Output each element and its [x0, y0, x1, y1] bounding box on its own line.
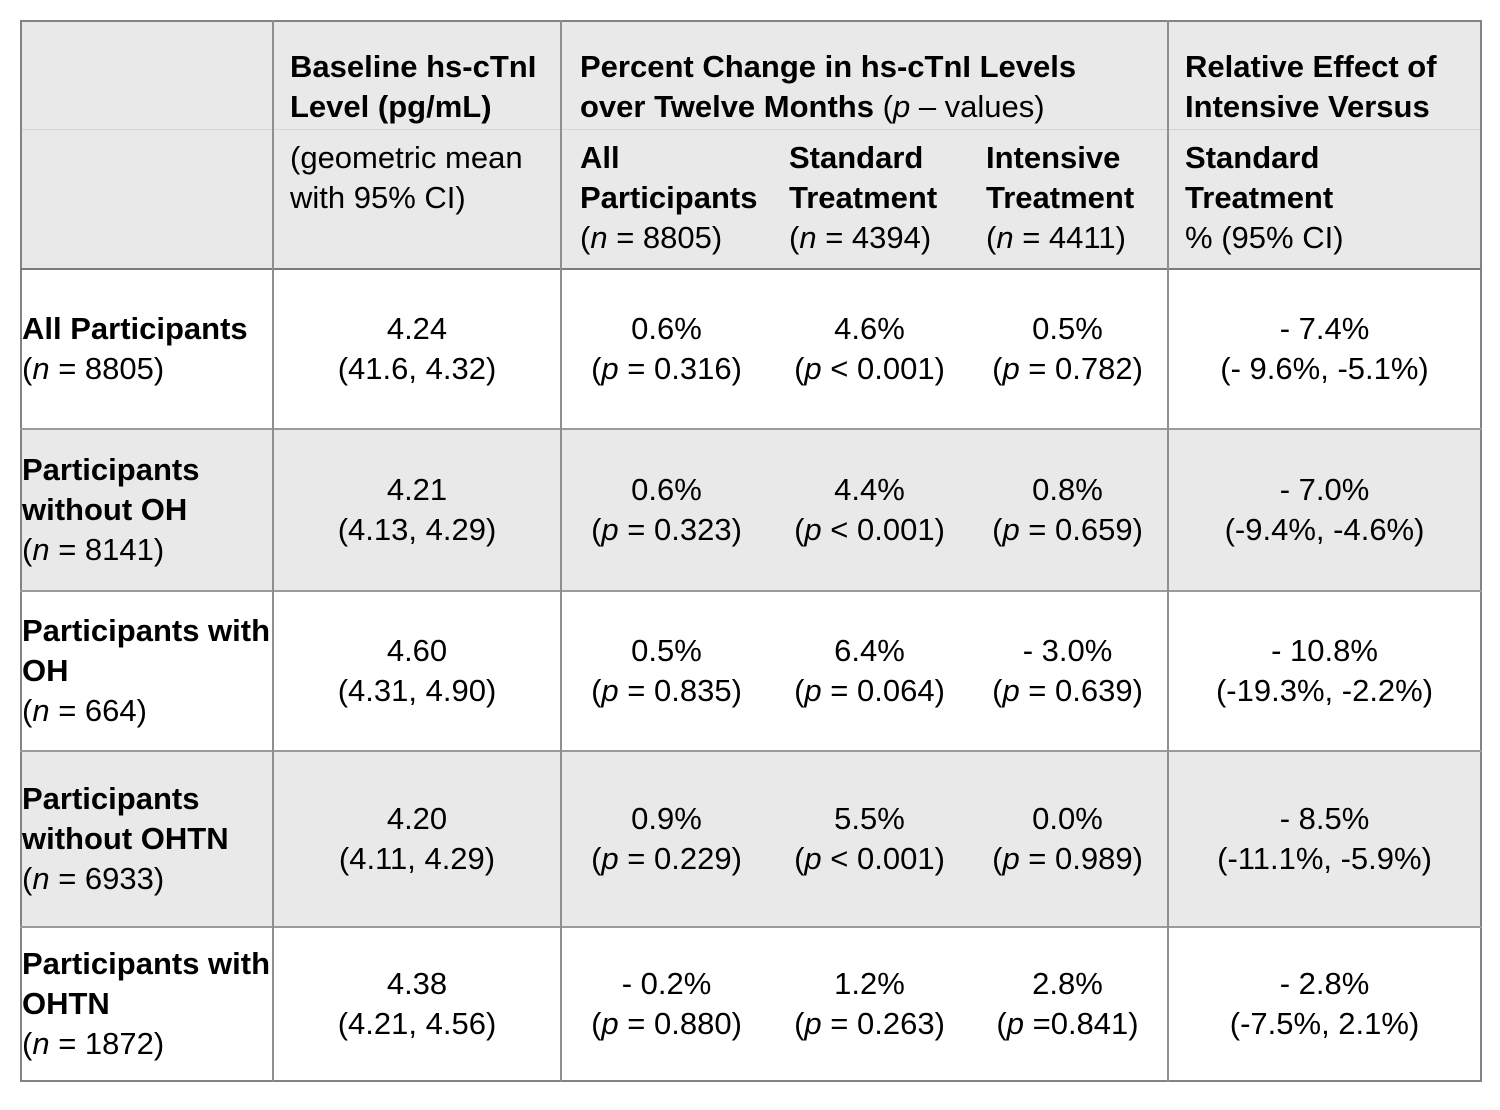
all-participants-cell: 0.6% (p = 0.316) [560, 268, 771, 429]
row-label-cell: Participants with OH (n = 664) [21, 590, 273, 751]
table-row: Participants without OH (n = 8141) 4.21 … [21, 428, 1482, 591]
table-row: Participants with OH (n = 664) 4.60 (4.3… [21, 590, 1482, 751]
relative-effect-title-top: Relative Effect of Intensive Versus [1185, 48, 1437, 124]
all-participants-cell: 0.9% (p = 0.229) [560, 750, 771, 927]
baseline-cell: 4.24 (41.6, 4.32) [272, 268, 561, 429]
results-table: Baseline hs-cTnI Level (pg/mL) Percent C… [20, 20, 1483, 1082]
table-row: Participants with OHTN (n = 1872) 4.38 (… [21, 926, 1482, 1081]
standard-treatment-cell: 6.4% (p = 0.064) [771, 590, 968, 751]
intensive-treatment-cell: 2.8% (p =0.841) [968, 926, 1169, 1081]
standard-treatment-cell: 4.4% (p < 0.001) [771, 428, 968, 591]
header-row-sub: (geometric mean with 95% CI) All Partici… [21, 128, 1482, 269]
corner-cell [21, 21, 273, 129]
relative-effect-cell: - 7.0% (-9.4%, -4.6%) [1167, 428, 1482, 591]
baseline-subtitle: (geometric mean with 95% CI) [290, 139, 523, 215]
all-participants-cell: 0.5% (p = 0.835) [560, 590, 771, 751]
baseline-cell: 4.20 (4.11, 4.29) [272, 750, 561, 927]
relative-effect-units: % (95% CI) [1185, 219, 1344, 255]
row-label-cell: Participants without OH (n = 8141) [21, 428, 273, 591]
intensive-treatment-cell: - 3.0% (p = 0.639) [968, 590, 1169, 751]
relative-effect-title-bottom: Standard Treatment [1185, 139, 1334, 215]
baseline-cell: 4.38 (4.21, 4.56) [272, 926, 561, 1081]
relative-effect-title-bottom-cell: Standard Treatment % (95% CI) [1167, 128, 1482, 269]
row-label-cell: Participants without OHTN (n = 6933) [21, 750, 273, 927]
relative-effect-cell: - 7.4% (- 9.6%, -5.1%) [1167, 268, 1482, 429]
table-header: Baseline hs-cTnI Level (pg/mL) Percent C… [21, 21, 1482, 269]
relative-effect-cell: - 10.8% (-19.3%, -2.2%) [1167, 590, 1482, 751]
baseline-cell: 4.60 (4.31, 4.90) [272, 590, 561, 751]
percent-change-group-title: Percent Change in hs-cTnI Levels over Tw… [580, 48, 1077, 124]
baseline-cell: 4.21 (4.13, 4.29) [272, 428, 561, 591]
relative-effect-cell: - 2.8% (-7.5%, 2.1%) [1167, 926, 1482, 1081]
row-label-cell: Participants with OHTN (n = 1872) [21, 926, 273, 1081]
standard-treatment-cell: 4.6% (p < 0.001) [771, 268, 968, 429]
baseline-header-title: Baseline hs-cTnI Level (pg/mL) [290, 48, 537, 124]
table-body: All Participants (n = 8805) 4.24 (41.6, … [21, 268, 1482, 1081]
table-row: All Participants (n = 8805) 4.24 (41.6, … [21, 268, 1482, 429]
table-row: Participants without OHTN (n = 6933) 4.2… [21, 750, 1482, 927]
intensive-treatment-cell: 0.0% (p = 0.989) [968, 750, 1169, 927]
relative-effect-header-cell: Relative Effect of Intensive Versus [1167, 21, 1482, 129]
baseline-subtitle-cell: (geometric mean with 95% CI) [272, 128, 561, 269]
row-label-cell: All Participants (n = 8805) [21, 268, 273, 429]
all-participants-cell: 0.6% (p = 0.323) [560, 428, 771, 591]
relative-effect-cell: - 8.5% (-11.1%, -5.9%) [1167, 750, 1482, 927]
baseline-header-cell: Baseline hs-cTnI Level (pg/mL) [272, 21, 561, 129]
intensive-treatment-cell: 0.8% (p = 0.659) [968, 428, 1169, 591]
corner-cell-lower [21, 128, 273, 269]
subheader-intensive-treatment: Intensive Treatment (n = 4411) [968, 128, 1169, 269]
subheader-all-participants: All Participants (n = 8805) [560, 128, 771, 269]
intensive-treatment-cell: 0.5% (p = 0.782) [968, 268, 1169, 429]
percent-change-group-header: Percent Change in hs-cTnI Levels over Tw… [559, 21, 1169, 129]
all-participants-cell: - 0.2% (p = 0.880) [560, 926, 771, 1081]
header-row-top: Baseline hs-cTnI Level (pg/mL) Percent C… [21, 21, 1482, 129]
standard-treatment-cell: 5.5% (p < 0.001) [771, 750, 968, 927]
subheader-standard-treatment: Standard Treatment (n = 4394) [771, 128, 968, 269]
standard-treatment-cell: 1.2% (p = 0.263) [771, 926, 968, 1081]
